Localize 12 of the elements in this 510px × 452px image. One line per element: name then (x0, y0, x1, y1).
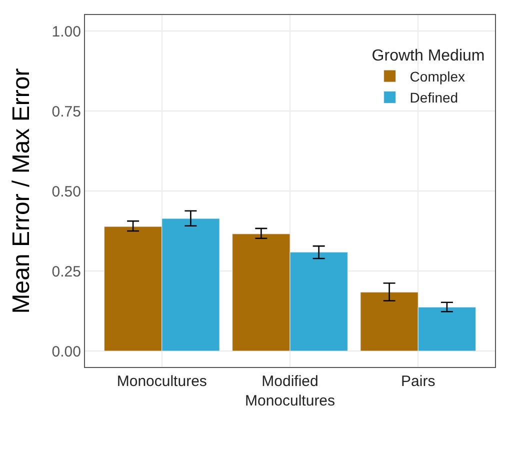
y-tick-label: 0.25 (52, 263, 81, 280)
y-tick-label: 1.00 (52, 23, 81, 40)
legend-label: Complex (410, 68, 466, 84)
x-tick-label: Modified Monocultures (244, 373, 336, 410)
y-axis-title: Mean Error / Max Error (8, 68, 35, 314)
y-tick-label: 0.50 (52, 183, 81, 200)
y-tick-label: 0.00 (52, 343, 81, 360)
x-tick-label: Pairs (401, 373, 436, 390)
y-tick-label: 0.75 (52, 103, 81, 120)
legend-title: Growth Medium (372, 47, 485, 64)
x-tick-label: Monocultures (116, 373, 207, 390)
legend-label: Defined (410, 90, 458, 106)
